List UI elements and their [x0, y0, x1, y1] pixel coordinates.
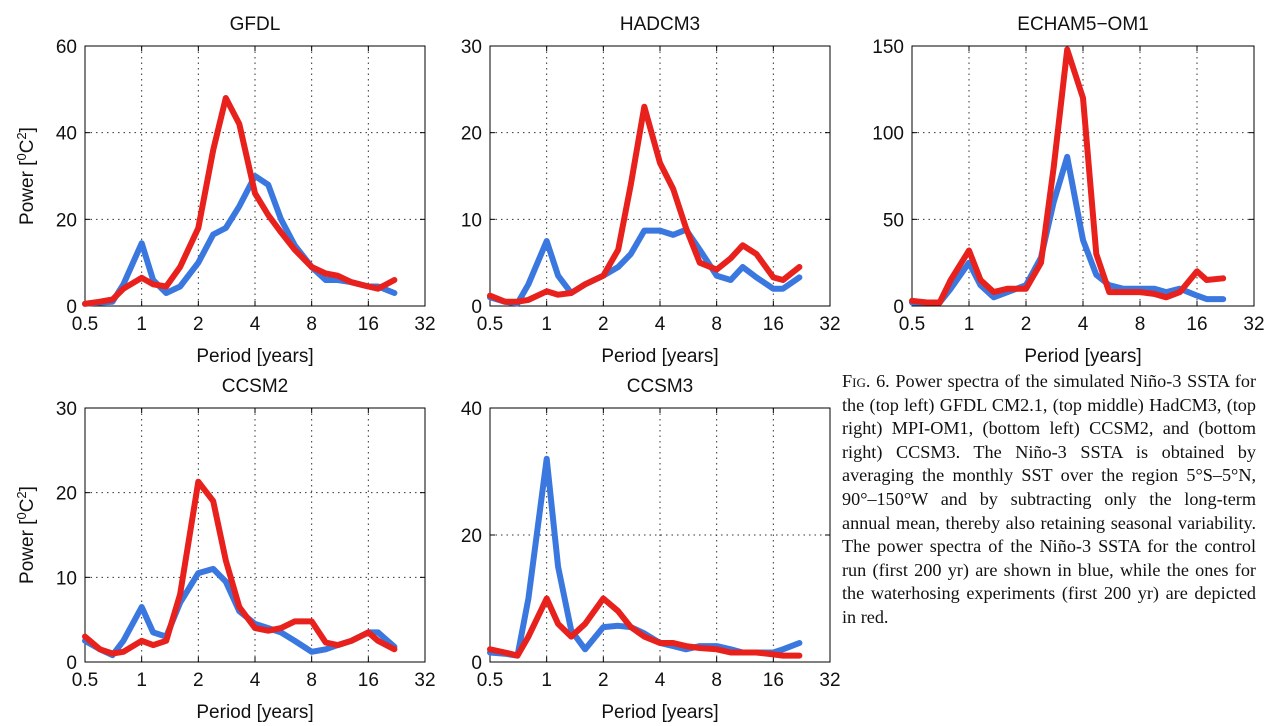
- y-tick-label: 30: [461, 37, 482, 58]
- y-tick-label: 30: [56, 399, 77, 420]
- x-tick-label: 16: [358, 314, 379, 335]
- y-tick-label: 50: [883, 210, 904, 231]
- y-axis-label: Power [0C2]: [14, 486, 38, 584]
- chart-panel-echam5-om1: 0.5 1 2 4 8 16 32 0 50 100 150 ECHAM5−OM1 Period [ye…: [872, 14, 1264, 367]
- x-axis-label: Period [years]: [196, 346, 313, 367]
- x-axis-label: Period [years]: [601, 346, 718, 367]
- y-tick-label: 20: [461, 124, 482, 145]
- x-axis-label: Period [years]: [1024, 346, 1141, 367]
- x-tick-label: 0.5: [899, 314, 925, 335]
- x-tick-label: 16: [358, 670, 379, 691]
- series-line-red: [487, 595, 803, 659]
- x-tick-label: 2: [598, 314, 609, 335]
- y-tick-label: 40: [461, 399, 482, 420]
- x-tick-label: 4: [655, 314, 666, 335]
- series-line-blue: [909, 153, 1227, 306]
- x-tick-label: 2: [193, 314, 204, 335]
- figure-caption: Fig. 6. Power spectra of the simulated N…: [842, 370, 1256, 630]
- x-tick-label: 32: [414, 670, 435, 691]
- y-tick-label: 10: [461, 210, 482, 231]
- y-tick-label: 60: [56, 37, 77, 58]
- x-tick-label: 1: [541, 670, 552, 691]
- y-tick-label: 0: [66, 297, 77, 318]
- x-tick-label: 1: [136, 314, 147, 335]
- x-tick-label: 16: [763, 670, 784, 691]
- y-tick-label: 0: [471, 653, 482, 674]
- x-tick-label: 1: [136, 670, 147, 691]
- x-tick-label: 32: [819, 670, 840, 691]
- x-tick-label: 8: [711, 314, 722, 335]
- x-tick-label: 0.5: [72, 670, 98, 691]
- y-tick-label: 0: [893, 297, 904, 318]
- chart-panel-hadcm3: 0.5 1 2 4 8 16 32 0 10 20 30 HADCM3 Period [years]: [461, 14, 841, 367]
- caption-text: Power spectra of the simulated Niño-3 SS…: [842, 371, 1256, 627]
- x-tick-label: 1: [964, 314, 975, 335]
- x-tick-label: 2: [193, 670, 204, 691]
- y-tick-label: 100: [872, 124, 904, 145]
- chart-title: CCSM2: [222, 376, 289, 397]
- y-tick-label: 40: [56, 124, 77, 145]
- x-tick-label: 16: [763, 314, 784, 335]
- y-tick-label: 150: [872, 37, 904, 58]
- x-tick-label: 4: [250, 314, 261, 335]
- series-line-red: [82, 478, 398, 657]
- x-tick-label: 1: [541, 314, 552, 335]
- series-line-red: [487, 103, 803, 305]
- x-tick-label: 8: [306, 314, 317, 335]
- y-axis-label: Power [0C2]: [14, 127, 38, 225]
- x-tick-label: 0.5: [477, 670, 503, 691]
- x-tick-label: 2: [598, 670, 609, 691]
- x-tick-label: 4: [1078, 314, 1089, 335]
- x-tick-label: 32: [819, 314, 840, 335]
- chart-title: HADCM3: [620, 14, 700, 35]
- y-tick-label: 20: [56, 484, 77, 505]
- series-line-red: [82, 95, 398, 307]
- chart-title: CCSM3: [627, 376, 694, 397]
- x-tick-label: 8: [306, 670, 317, 691]
- chart-panel-ccsm2: 0.5 1 2 4 8 16 32 0 10 20 30 CCSM2 Period [years] Pow…: [14, 376, 436, 723]
- x-tick-label: 16: [1186, 314, 1207, 335]
- x-axis-label: Period [years]: [196, 702, 313, 723]
- caption-label: Fig. 6.: [842, 371, 890, 391]
- x-tick-label: 0.5: [477, 314, 503, 335]
- chart-title: GFDL: [230, 14, 281, 35]
- x-axis-label: Period [years]: [601, 702, 718, 723]
- x-tick-label: 32: [1243, 314, 1264, 335]
- chart-panel-ccsm3: 0.5 1 2 4 8 16 32 0 20 40 CCSM3 Period [years]: [461, 376, 841, 723]
- x-tick-label: 0.5: [72, 314, 98, 335]
- chart-panel-gfdl: 0.5 1 2 4 8 16 32 0 20 40 60 GFDL Period [years] Powe…: [14, 14, 436, 367]
- x-tick-label: 8: [711, 670, 722, 691]
- series-line-red: [909, 46, 1227, 306]
- series-line-blue: [487, 226, 803, 307]
- y-tick-label: 20: [56, 210, 77, 231]
- y-tick-label: 10: [56, 568, 77, 589]
- chart-title: ECHAM5−OM1: [1017, 14, 1148, 35]
- x-tick-label: 8: [1135, 314, 1146, 335]
- x-tick-label: 2: [1021, 314, 1032, 335]
- y-tick-label: 0: [66, 653, 77, 674]
- x-tick-label: 32: [414, 314, 435, 335]
- x-tick-label: 4: [250, 670, 261, 691]
- x-tick-label: 4: [655, 670, 666, 691]
- y-tick-label: 0: [471, 297, 482, 318]
- y-tick-label: 20: [461, 526, 482, 547]
